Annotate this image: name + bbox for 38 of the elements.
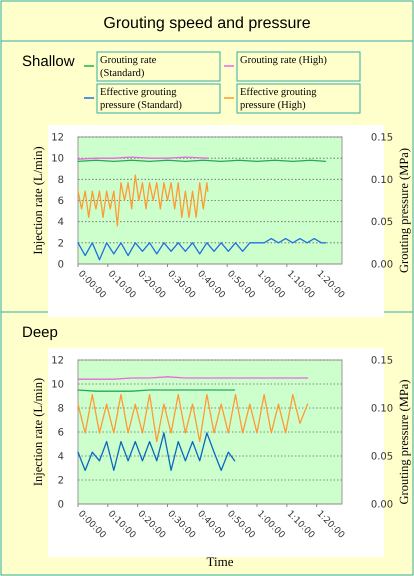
line-series (77, 238, 326, 260)
line-series (77, 174, 208, 227)
y2-tick-label: 0.15 (370, 356, 394, 366)
y-tick-label: 12 (51, 132, 64, 144)
y-tick-label: 2 (58, 238, 64, 250)
y2-tick-label: 0.15 (370, 132, 394, 144)
y2-tick-label: 0.05 (370, 217, 394, 228)
legend-label: Effective grouting pressure (Standard) (100, 87, 182, 111)
y-tick-label: 0 (58, 260, 64, 270)
x-axis-title: Time (206, 554, 234, 569)
legend-label: Grouting rate (High) (240, 55, 328, 66)
legend-label: Grouting rate (Standard) (100, 55, 157, 79)
y-axis-title: Injection rate (L/min) (31, 378, 45, 486)
y2-tick-label: 0.05 (370, 452, 394, 462)
y-tick-label: 12 (51, 356, 64, 366)
y2-tick-label: 0.00 (370, 260, 394, 270)
y2-axis-title: Grouting pressure (MPa) (397, 380, 411, 504)
line-series (77, 432, 236, 472)
legend-label: Effective grouting pressure (High) (240, 87, 318, 111)
y-tick-label: 4 (58, 217, 64, 228)
y2-tick-label: 0.00 (370, 500, 394, 510)
chart-title: Grouting speed and pressure (103, 15, 311, 32)
y-tick-label: 6 (58, 428, 64, 438)
y-tick-label: 4 (58, 452, 64, 462)
y-tick-label: 10 (51, 380, 64, 390)
y-tick-label: 6 (58, 196, 64, 207)
y2-tick-label: 0.10 (370, 174, 394, 186)
y-tick-label: 10 (51, 154, 64, 165)
chart-title: Deep (22, 324, 58, 341)
y-tick-label: 8 (58, 174, 64, 186)
y2-axis-title: Grouting pressure (MPa) (397, 148, 411, 273)
y-tick-label: 2 (58, 476, 64, 486)
y2-tick-label: 0.10 (370, 404, 394, 414)
y-tick-label: 0 (58, 500, 64, 510)
line-series (77, 394, 308, 442)
y-axis-title: Injection rate (L/min) (31, 146, 45, 255)
chart-subtitle: Shallow (22, 53, 75, 70)
y-tick-label: 8 (58, 404, 64, 414)
